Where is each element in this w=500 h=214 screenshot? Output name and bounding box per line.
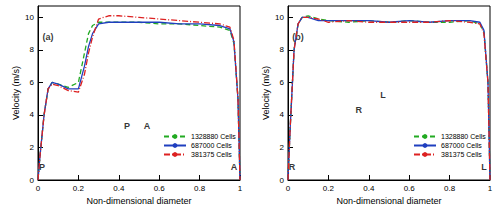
svg-text:687000 Cells: 687000 Cells [191,142,232,149]
svg-text:0.6: 0.6 [404,184,416,193]
svg-text:A: A [231,162,238,172]
svg-text:Velocity (m/s): Velocity (m/s) [261,66,271,120]
svg-text:0.8: 0.8 [194,184,206,193]
svg-text:Velocity (m/s): Velocity (m/s) [11,66,21,120]
svg-text:2: 2 [30,143,35,152]
svg-text:4: 4 [30,110,35,119]
svg-text:L: L [481,162,487,172]
svg-text:0.2: 0.2 [73,184,85,193]
svg-text:A: A [144,121,151,131]
svg-text:10: 10 [25,13,34,22]
svg-text:Non-dimensional diameter: Non-dimensional diameter [336,196,441,206]
svg-text:10: 10 [275,13,284,22]
svg-text:0.2: 0.2 [323,184,335,193]
svg-text:P: P [39,162,45,172]
svg-text:381375 Cells: 381375 Cells [441,151,482,158]
svg-text:4: 4 [280,110,285,119]
svg-text:1328880 Cells: 1328880 Cells [441,133,486,140]
svg-text:6: 6 [280,78,285,87]
svg-text:1: 1 [488,184,493,193]
svg-text:L: L [380,90,386,100]
svg-text:1328880 Cells: 1328880 Cells [191,133,236,140]
svg-text:2: 2 [280,143,285,152]
svg-text:8: 8 [30,45,35,54]
svg-text:0.4: 0.4 [363,184,375,193]
svg-text:(b): (b) [292,32,304,42]
svg-text:381375 Cells: 381375 Cells [191,151,232,158]
svg-text:0: 0 [286,184,291,193]
svg-text:0.8: 0.8 [444,184,456,193]
svg-text:1: 1 [238,184,243,193]
svg-text:687000 Cells: 687000 Cells [441,142,482,149]
svg-text:8: 8 [280,45,285,54]
svg-text:P: P [124,121,130,131]
svg-text:R: R [355,105,362,115]
svg-text:0.4: 0.4 [113,184,125,193]
svg-text:0: 0 [30,176,35,185]
svg-text:0: 0 [280,176,285,185]
svg-text:(a): (a) [43,32,54,42]
svg-text:0: 0 [36,184,41,193]
svg-text:Non-dimensional diameter: Non-dimensional diameter [86,196,191,206]
svg-text:6: 6 [30,78,35,87]
svg-text:0.6: 0.6 [154,184,166,193]
svg-text:R: R [289,162,296,172]
